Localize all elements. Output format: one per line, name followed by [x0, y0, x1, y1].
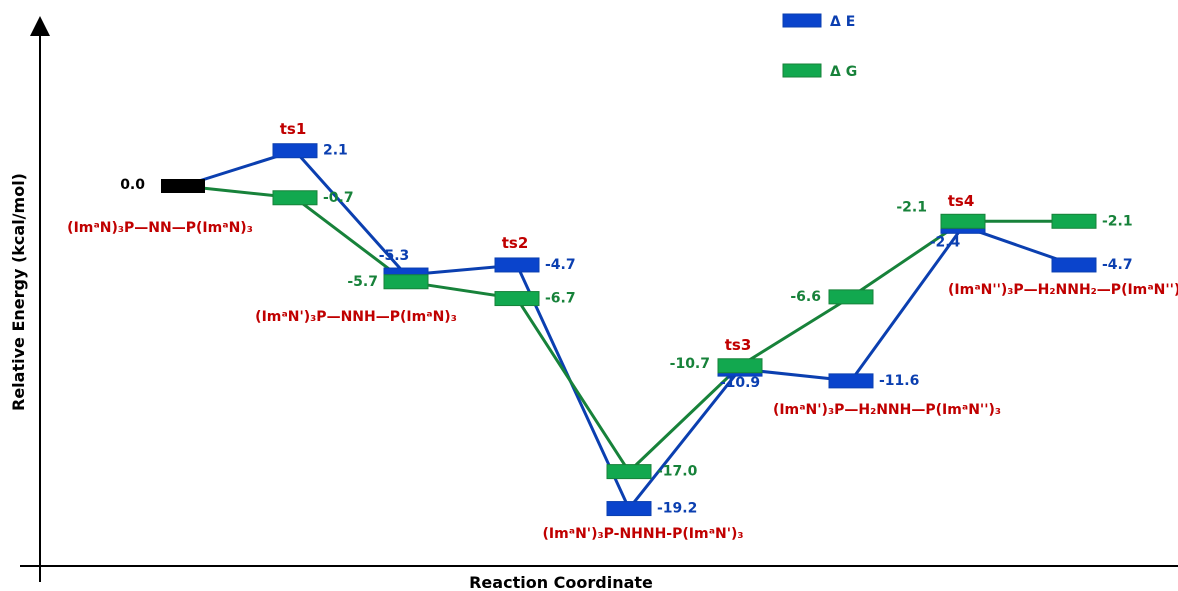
value-label-de-4: -19.2 [657, 501, 697, 517]
value-label-de-1: 2.1 [323, 143, 348, 159]
value-label-de-8: -4.7 [1102, 257, 1133, 273]
y-axis-title: Relative Energy (kcal/mol) [9, 173, 28, 411]
level-bar-dg-6 [828, 289, 874, 305]
level-bar-de-6 [828, 373, 874, 389]
species-labels: ts1 ts2 ts3 ts4 (ImᵃN)₃P—NN—P(ImᵃN)₃ (ImᵃN')₃… [67, 120, 1178, 542]
legend-label-dg: Δ G [830, 64, 857, 80]
series-line-dg [182, 184, 1074, 474]
value-label-de-6: -11.6 [879, 373, 919, 389]
species-label-0: (ImᵃN)₃P—NN—P(ImᵃN)₃ [67, 220, 253, 236]
species-label-2: (ImᵃN')₃P—NNH—P(ImᵃN)₃ [255, 309, 457, 325]
ts-label-ts2: ts2 [502, 234, 529, 252]
value-label-de-2: -5.3 [379, 248, 410, 264]
value-label-de-7: -2.4 [930, 234, 961, 250]
value-label-dg-6: -6.6 [790, 289, 821, 305]
value-label-dg-1: -0.7 [323, 190, 354, 206]
value-labels: 2.1 -5.3 -4.7 -19.2 -10.9 -11.6 -2.4 -4.7 -0.7 -5… [120, 143, 1132, 517]
level-bar-dg-7 [940, 213, 986, 229]
level-bar-de-1 [272, 143, 318, 159]
ts-label-ts3: ts3 [725, 336, 752, 354]
species-label-4: (ImᵃN')₃P-NHNH-P(ImᵃN')₃ [542, 526, 743, 542]
level-bar-de-3 [494, 257, 540, 273]
ts-label-ts1: ts1 [280, 120, 307, 138]
value-label-dg-3: -6.7 [545, 291, 576, 307]
value-label-dg-7: -2.1 [896, 199, 927, 215]
level-bar-dg-1 [272, 190, 318, 206]
level-bar-start [161, 179, 205, 193]
level-bar-dg-4 [606, 464, 652, 480]
value-label-start: 0.0 [120, 177, 145, 193]
value-label-de-5: -10.9 [720, 375, 760, 391]
value-label-dg-8: -2.1 [1102, 213, 1133, 229]
value-label-dg-4: -17.0 [657, 464, 698, 480]
level-bar-dg-5 [717, 358, 763, 374]
level-bar-de-4 [606, 501, 652, 517]
value-label-dg-5: -10.7 [670, 356, 710, 372]
legend: Δ E Δ G [782, 13, 857, 80]
level-bar-de-8 [1051, 257, 1097, 273]
level-bar-dg-3 [494, 291, 540, 307]
level-bar-dg-8 [1051, 213, 1097, 229]
species-label-6: (ImᵃN')₃P—H₂NNH—P(ImᵃN'')₃ [773, 402, 1001, 418]
energy-levels [161, 143, 1097, 517]
value-label-de-3: -4.7 [545, 257, 576, 273]
value-label-dg-2: -5.7 [347, 274, 378, 290]
level-bar-dg-2 [383, 274, 429, 290]
legend-label-de: Δ E [830, 14, 855, 30]
x-axis-title: Reaction Coordinate [469, 573, 653, 591]
ts-label-ts4: ts4 [948, 192, 975, 210]
legend-swatch-de [782, 13, 822, 28]
species-label-8: (ImᵃN'')₃P—H₂NNH₂—P(ImᵃN'')₃ [948, 282, 1178, 298]
legend-swatch-dg [782, 63, 822, 78]
